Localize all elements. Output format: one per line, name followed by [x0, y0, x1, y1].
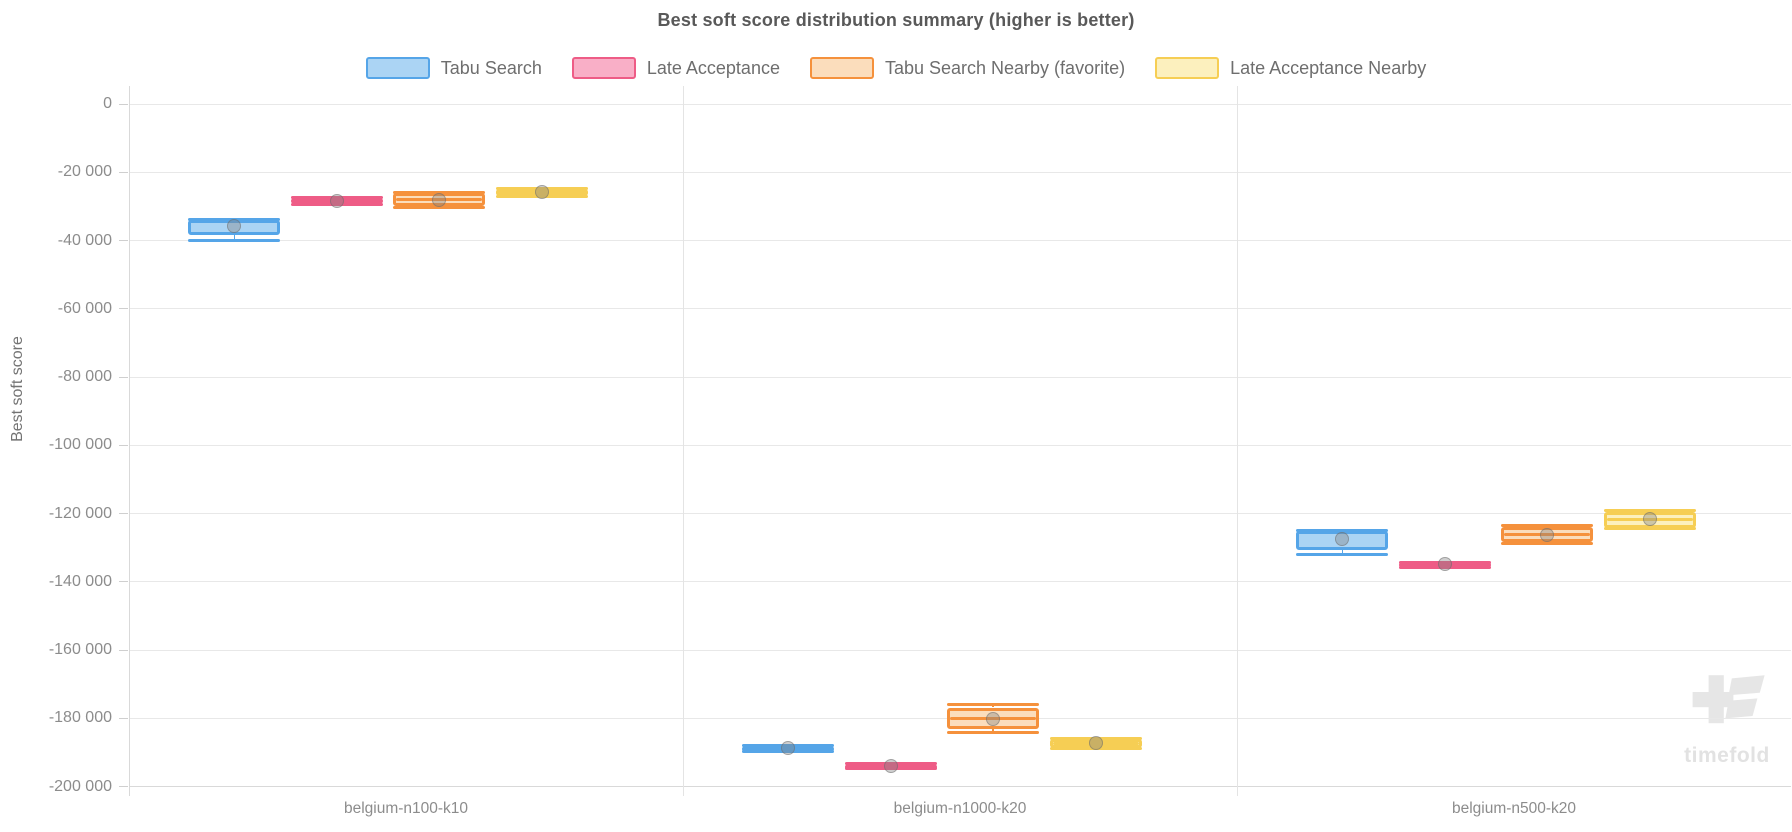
boxplot-belgium-n100-k10-series1-mean-dot [227, 218, 242, 233]
legend-item-3[interactable]: Tabu Search Nearby (favorite) [809, 57, 1126, 79]
boxplot-belgium-n500-k20-series4-max-whisker [1603, 509, 1696, 513]
boxplot-belgium-n1000-k20-series2-mean-dot [883, 759, 898, 774]
boxplot-belgium-n500-k20-series4-mean-dot [1642, 511, 1657, 526]
boxplot-belgium-n1000-k20-series3-stem [992, 704, 994, 708]
x-category-label: belgium-n1000-k20 [893, 800, 1027, 817]
legend-swatch-icon [571, 57, 636, 79]
boxplot-belgium-n1000-k20-series3-mean-dot [986, 711, 1001, 726]
y-tick-label: -120 000 [48, 504, 112, 522]
gridline [129, 240, 1791, 242]
y-tick-label: -160 000 [48, 641, 112, 659]
category-separator [683, 86, 684, 796]
y-tick-label: -80 000 [57, 368, 112, 386]
x-category-label: belgium-n100-k10 [343, 800, 469, 817]
y-tick-mark [119, 376, 128, 378]
y-tick-mark [119, 240, 128, 242]
y-tick-label: -40 000 [57, 231, 112, 249]
legend-item-4[interactable]: Late Acceptance Nearby [1155, 57, 1426, 79]
boxplot-belgium-n500-k20-series2-mean-dot [1437, 557, 1452, 572]
category-separator [1237, 86, 1238, 796]
y-tick-mark [119, 103, 128, 105]
y-tick-label: -20 000 [57, 163, 112, 181]
boxplot-belgium-n1000-k20-series3-max-whisker [947, 702, 1040, 706]
boxplot-belgium-n500-k20-series1-max-whisker [1296, 528, 1389, 532]
gridline [129, 581, 1791, 583]
boxplot-belgium-n1000-k20-series3-min-whisker [947, 731, 1040, 735]
y-tick-label: -140 000 [48, 572, 112, 590]
boxplot-belgium-n1000-k20-series1-mean-dot [781, 741, 796, 756]
y-tick-mark [119, 308, 128, 310]
y-tick-mark [119, 171, 128, 173]
gridline [129, 171, 1791, 173]
legend-item-1[interactable]: Tabu Search [365, 57, 542, 79]
legend-label: Late Acceptance [646, 57, 780, 78]
y-tick-label: -100 000 [48, 436, 112, 454]
y-tick-label: -180 000 [48, 709, 112, 727]
x-axis-line [129, 786, 1791, 788]
legend-item-2[interactable]: Late Acceptance [571, 57, 780, 79]
boxplot-belgium-n500-k20-series3-max-whisker [1501, 524, 1594, 528]
boxplot-belgium-n100-k10-series1-stem [233, 235, 235, 241]
legend-label: Tabu Search Nearby (favorite) [884, 57, 1126, 78]
legend-swatch-icon [809, 57, 874, 79]
boxplot-belgium-n100-k10-series4-mean-dot [534, 185, 549, 200]
y-axis-line [129, 86, 130, 796]
gridline [129, 103, 1791, 105]
chart-title: Best soft score distribution summary (hi… [657, 10, 1135, 30]
boxplot-belgium-n1000-k20-series4-mean-dot [1088, 736, 1103, 751]
gridline [129, 308, 1791, 310]
boxplot-belgium-n100-k10-series3-min-whisker [393, 206, 486, 210]
boxplot-belgium-n100-k10-series3-max-whisker [393, 190, 486, 194]
y-tick-label: -200 000 [48, 777, 112, 795]
boxplot-belgium-n500-k20-series1-min-whisker [1296, 553, 1389, 557]
y-tick-mark [119, 786, 128, 788]
legend-swatch-icon [365, 57, 430, 79]
legend-label: Late Acceptance Nearby [1230, 57, 1427, 78]
gridline [129, 513, 1791, 515]
legend-swatch-icon [1155, 57, 1220, 79]
y-tick-label: 0 [103, 95, 112, 112]
boxplot-belgium-n100-k10-series1-min-whisker [188, 239, 281, 243]
y-tick-mark [119, 649, 128, 651]
legend-label: Tabu Search [440, 57, 542, 78]
boxplot-belgium-n500-k20-series3-min-whisker [1501, 541, 1594, 545]
watermark: timefold [1684, 675, 1770, 768]
boxplot-belgium-n500-k20-series1-stem [1341, 550, 1343, 555]
boxplot-belgium-n500-k20-series3-mean-dot [1540, 527, 1555, 542]
timefold-logo-icon [1692, 675, 1765, 724]
y-tick-mark [119, 513, 128, 515]
gridline [129, 649, 1791, 651]
legend: Tabu Search Late Acceptance Tabu Search Ne… [0, 54, 1792, 82]
y-tick-mark [119, 581, 128, 583]
watermark-text: timefold [1684, 744, 1770, 767]
gridline [129, 444, 1791, 446]
gridline [129, 376, 1791, 378]
boxplot-belgium-n1000-k20-series3-stem [992, 729, 994, 733]
y-tick-mark [119, 717, 128, 719]
y-tick-mark [119, 444, 128, 446]
y-tick-label: -60 000 [57, 299, 112, 317]
boxplot-belgium-n500-k20-series4-min-whisker [1603, 527, 1696, 531]
boxplot-belgium-n100-k10-series2-mean-dot [329, 194, 344, 209]
boxplot-belgium-n100-k10-series3-mean-dot [432, 192, 447, 207]
x-category-label: belgium-n500-k20 [1451, 800, 1577, 817]
boxplot-belgium-n500-k20-series1-mean-dot [1335, 531, 1350, 546]
